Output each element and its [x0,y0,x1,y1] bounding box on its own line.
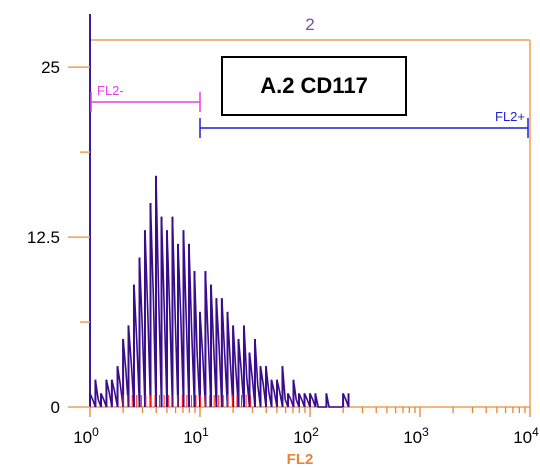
gate-fl2-negative: FL2- [90,83,201,112]
x-tick-label: 101 [183,425,209,447]
x-tick-label: 103 [403,425,429,447]
chart-title: A.2 CD117 [221,56,407,116]
x-axis-title: FL2 [287,451,314,468]
gate-label: FL2- [97,83,124,98]
x-tick-label: 100 [73,425,99,447]
x-tick-label: 102 [293,425,319,447]
gate-label: FL2+ [495,109,525,124]
y-tick-label: 25 [41,58,60,77]
gate-fl2-positive: FL2+ [199,109,529,138]
y-tick-label: 0 [51,398,60,417]
panel-number: 2 [305,15,314,34]
y-tick-label: 12.5 [27,228,60,247]
x-tick-label: 104 [513,425,539,447]
